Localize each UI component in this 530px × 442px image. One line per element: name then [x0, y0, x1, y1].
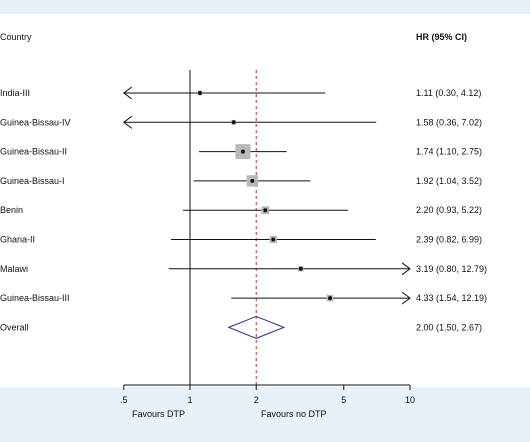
study-ci-5: 2.39 (0.82, 6.99) [416, 235, 482, 245]
study-ci-4: 2.20 (0.93, 5.22) [416, 205, 482, 215]
study-ci-0: 1.11 (0.30, 4.12) [416, 88, 481, 98]
study-ci-arrow-left-1 [122, 115, 133, 129]
study-ci-arrow-right-7 [401, 291, 411, 305]
study-label-3: Guinea-Bissau-I [0, 176, 65, 186]
x-axis-tick-label-2: 2 [254, 395, 259, 405]
study-label-1: Guinea-Bissau-IV [0, 117, 71, 127]
favours-right-label: Favours no DTP [261, 409, 327, 419]
study-label-2: Guinea-Bissau-II [0, 147, 67, 157]
study-point-7 [328, 296, 333, 301]
study-point-6 [298, 266, 303, 271]
x-axis-tick-label-1: 1 [187, 395, 192, 405]
overall-label: Overall [0, 322, 29, 332]
overall-ci: 2.00 (1.50, 2.67) [416, 322, 482, 332]
study-ci-arrow-left-0 [122, 86, 133, 100]
study-ci-1: 1.58 (0.36, 7.02) [416, 117, 482, 127]
favours-left-label: Favours DTP [132, 409, 185, 419]
x-axis-tick-label-4: 10 [405, 395, 415, 405]
study-ci-6: 3.19 (0.80, 12.79) [416, 264, 487, 274]
study-ci-2: 1.74 (1.10, 2.75) [416, 147, 482, 157]
study-label-7: Guinea-Bissau-III [0, 293, 70, 303]
study-ci-7: 4.33 (1.54, 12.19) [416, 293, 487, 303]
study-point-1 [231, 120, 236, 125]
study-point-4 [263, 208, 268, 213]
forest-plot-panel [0, 14, 530, 387]
study-label-0: India-III [0, 88, 30, 98]
header-hr-ci: HR (95% CI) [416, 32, 467, 42]
study-point-2 [240, 149, 245, 154]
x-axis-tick-label-3: 5 [341, 395, 346, 405]
study-point-3 [250, 178, 255, 183]
study-point-5 [271, 237, 276, 242]
study-label-6: Malawi [0, 264, 28, 274]
study-ci-3: 1.92 (1.04, 3.52) [416, 176, 482, 186]
study-ci-arrow-right-6 [401, 262, 411, 276]
x-axis-tick-label-0: .5 [120, 395, 128, 405]
header-country: Country [0, 32, 32, 42]
study-label-5: Ghana-II [0, 235, 35, 245]
study-label-4: Benin [0, 205, 23, 215]
study-point-0 [197, 91, 202, 95]
overall-diamond [227, 315, 286, 339]
